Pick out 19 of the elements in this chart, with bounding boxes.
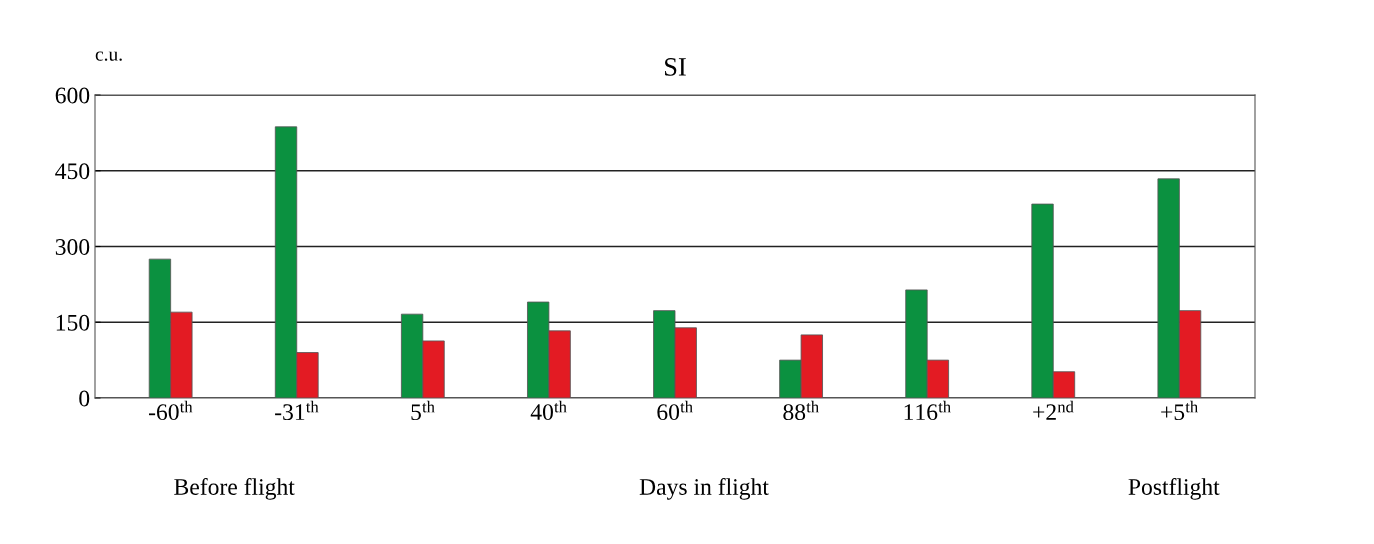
y-tick-label: 150	[56, 314, 90, 331]
y-tick-label: 600	[55, 87, 90, 104]
text: Postflight	[1128, 478, 1220, 500]
x-tick-label: 5$^{th}$	[411, 400, 435, 421]
x-tick-label: -60$^{th}$	[148, 400, 193, 421]
x-tick-label: 88$^{th}$	[783, 400, 819, 421]
chart-title: SI	[665, 58, 686, 76]
x-tick-label: 116$^{th}$	[904, 400, 951, 421]
y-tick-label: 0	[79, 390, 90, 407]
y-tick-label: 300	[55, 238, 90, 255]
y-tick-label: 450	[55, 163, 90, 180]
x-tick-label: +2$^{nd}$	[1033, 400, 1074, 420]
y-axis-title: c.u.	[95, 51, 122, 61]
x-tick-label: 60$^{th}$	[657, 400, 693, 421]
text: Before flight	[174, 478, 295, 500]
text: Days in flight	[639, 478, 769, 500]
x-tick-label: -31$^{th}$	[275, 400, 319, 421]
x-tick-label: 40$^{th}$	[530, 400, 567, 421]
x-tick-label: +5$^{th}$	[1161, 400, 1198, 421]
